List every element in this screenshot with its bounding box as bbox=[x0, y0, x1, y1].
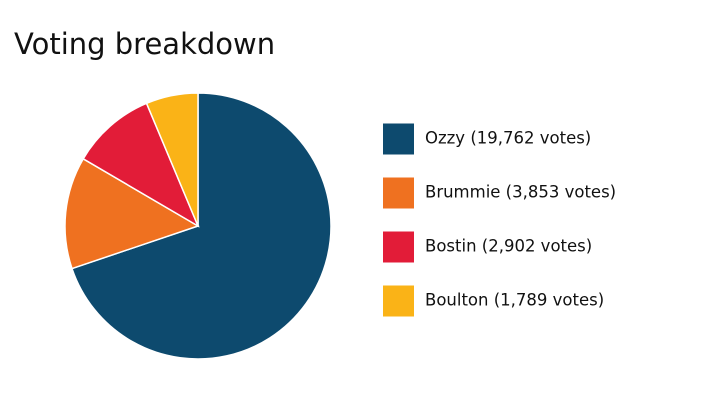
legend-label: Bostin (2,902 votes) bbox=[425, 237, 592, 256]
legend-label: Boulton (1,789 votes) bbox=[425, 291, 604, 310]
pie-slice bbox=[145, 92, 199, 227]
pie-slice bbox=[71, 92, 332, 360]
legend-swatch bbox=[383, 123, 414, 155]
pie-slice bbox=[64, 157, 200, 270]
legend-label: Ozzy (19,762 votes) bbox=[425, 129, 591, 148]
legend-label: Brummie (3,853 votes) bbox=[425, 183, 616, 202]
legend-swatch bbox=[383, 231, 414, 263]
chart-title: Voting breakdown bbox=[14, 27, 275, 61]
legend-swatch bbox=[383, 177, 414, 209]
legend-swatch bbox=[383, 285, 414, 317]
pie-slice bbox=[82, 102, 200, 228]
